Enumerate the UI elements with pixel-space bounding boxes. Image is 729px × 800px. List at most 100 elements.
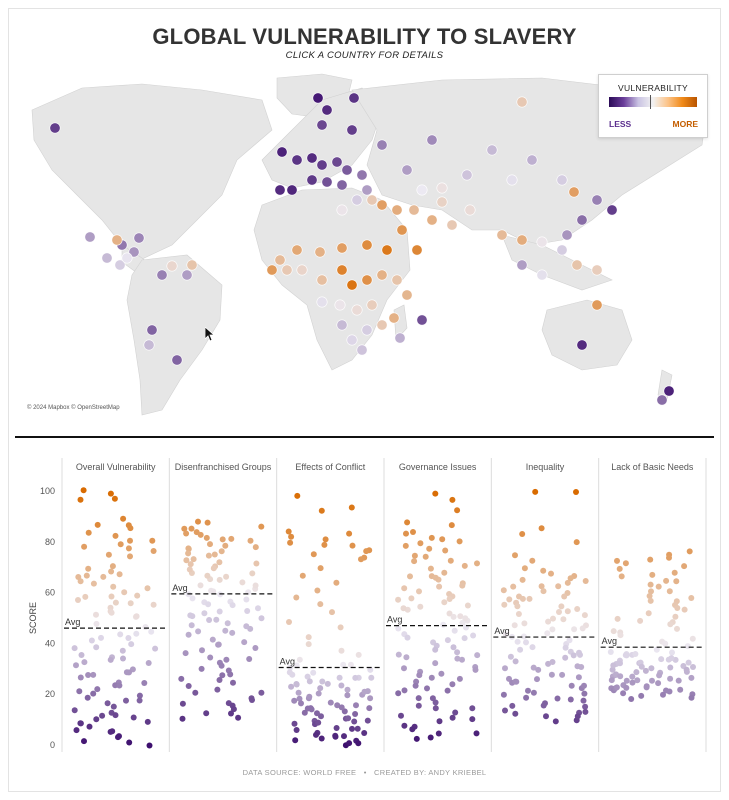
score-point[interactable]: [317, 565, 324, 572]
score-point[interactable]: [688, 694, 695, 701]
score-point[interactable]: [298, 700, 304, 707]
score-point[interactable]: [352, 674, 359, 681]
score-point[interactable]: [214, 686, 221, 693]
score-point[interactable]: [313, 731, 319, 738]
country-marker[interactable]: [381, 244, 393, 256]
score-point[interactable]: [123, 697, 129, 704]
score-point[interactable]: [246, 656, 253, 662]
country-marker[interactable]: [111, 234, 123, 246]
score-point[interactable]: [617, 660, 623, 667]
score-point[interactable]: [296, 695, 303, 702]
country-marker[interactable]: [401, 289, 413, 301]
country-marker[interactable]: [571, 259, 583, 271]
country-marker[interactable]: [416, 184, 428, 196]
score-point[interactable]: [361, 730, 368, 736]
score-point[interactable]: [519, 576, 526, 583]
score-point[interactable]: [632, 651, 639, 657]
score-point[interactable]: [85, 565, 92, 572]
score-point[interactable]: [568, 682, 575, 689]
country-marker[interactable]: [133, 232, 145, 244]
score-point[interactable]: [329, 609, 335, 616]
score-point[interactable]: [93, 620, 100, 627]
score-point[interactable]: [206, 617, 213, 623]
score-point[interactable]: [93, 611, 99, 618]
score-point[interactable]: [556, 609, 562, 615]
score-point[interactable]: [199, 647, 205, 654]
score-point[interactable]: [647, 597, 654, 604]
country-marker[interactable]: [156, 269, 168, 281]
country-marker[interactable]: [274, 254, 286, 266]
country-marker[interactable]: [331, 156, 343, 168]
score-point[interactable]: [216, 559, 223, 566]
score-point[interactable]: [293, 594, 300, 601]
score-point[interactable]: [517, 646, 524, 653]
score-point[interactable]: [681, 563, 688, 570]
score-point[interactable]: [422, 553, 429, 560]
score-point[interactable]: [295, 689, 302, 696]
country-marker[interactable]: [356, 169, 368, 181]
score-point[interactable]: [286, 619, 292, 625]
country-marker[interactable]: [321, 104, 333, 116]
country-marker[interactable]: [336, 204, 348, 216]
score-point[interactable]: [663, 577, 670, 584]
score-point[interactable]: [648, 665, 655, 672]
score-point[interactable]: [337, 624, 344, 631]
score-point[interactable]: [78, 652, 85, 658]
score-point[interactable]: [107, 490, 114, 497]
score-point[interactable]: [653, 646, 660, 653]
score-point[interactable]: [358, 556, 364, 563]
score-point[interactable]: [401, 722, 408, 729]
score-point[interactable]: [318, 735, 325, 742]
score-point[interactable]: [401, 687, 408, 694]
score-point[interactable]: [395, 596, 402, 603]
score-point[interactable]: [648, 588, 654, 595]
score-point[interactable]: [448, 522, 455, 529]
country-marker[interactable]: [336, 179, 348, 191]
score-point[interactable]: [307, 705, 314, 712]
score-point[interactable]: [98, 634, 104, 641]
score-point[interactable]: [461, 635, 468, 642]
score-point[interactable]: [73, 727, 80, 734]
score-point[interactable]: [685, 659, 692, 666]
score-point[interactable]: [318, 507, 325, 514]
score-point[interactable]: [249, 570, 256, 577]
score-point[interactable]: [319, 678, 326, 685]
score-point[interactable]: [192, 689, 199, 696]
score-point[interactable]: [218, 548, 225, 555]
score-point[interactable]: [133, 630, 140, 637]
score-point[interactable]: [364, 717, 371, 724]
score-point[interactable]: [530, 664, 537, 671]
score-point[interactable]: [310, 551, 317, 558]
score-point[interactable]: [314, 710, 320, 717]
score-point[interactable]: [575, 674, 582, 681]
score-point[interactable]: [105, 551, 112, 558]
score-point[interactable]: [655, 680, 662, 687]
score-point[interactable]: [690, 664, 696, 670]
score-point[interactable]: [450, 613, 457, 620]
score-point[interactable]: [127, 553, 133, 560]
score-point[interactable]: [71, 645, 78, 652]
score-point[interactable]: [75, 597, 81, 603]
country-marker[interactable]: [336, 242, 348, 254]
score-point[interactable]: [108, 609, 115, 616]
score-point[interactable]: [395, 690, 402, 697]
score-point[interactable]: [451, 627, 458, 634]
score-point[interactable]: [469, 705, 476, 712]
score-point[interactable]: [104, 700, 111, 707]
country-marker[interactable]: [391, 204, 403, 216]
score-point[interactable]: [660, 691, 666, 698]
country-marker[interactable]: [306, 174, 318, 186]
score-point[interactable]: [470, 632, 477, 639]
country-marker[interactable]: [536, 236, 548, 248]
country-marker[interactable]: [281, 264, 293, 276]
score-point[interactable]: [77, 720, 84, 727]
score-point[interactable]: [426, 545, 433, 552]
score-point[interactable]: [500, 587, 507, 594]
score-point[interactable]: [146, 742, 153, 749]
score-point[interactable]: [229, 602, 236, 609]
score-point[interactable]: [459, 619, 466, 626]
score-point[interactable]: [239, 579, 246, 586]
score-point[interactable]: [417, 603, 424, 610]
score-point[interactable]: [554, 695, 561, 702]
score-point[interactable]: [144, 718, 151, 725]
